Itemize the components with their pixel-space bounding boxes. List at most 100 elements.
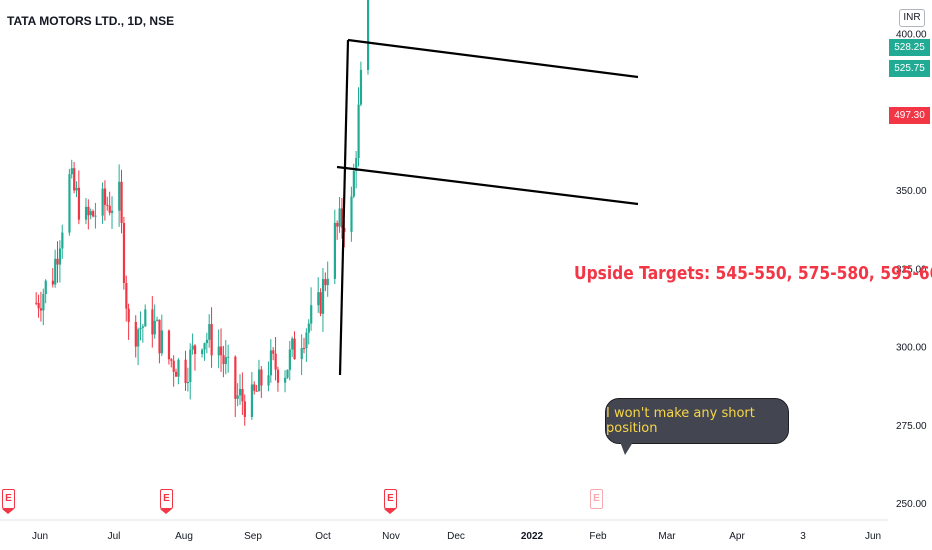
- candle-body: [51, 280, 54, 285]
- candle-body: [39, 308, 43, 311]
- candle-body: [170, 359, 173, 361]
- candle-body: [125, 282, 128, 309]
- candle-body: [139, 327, 142, 330]
- candle-body: [101, 188, 104, 216]
- candle-body: [302, 347, 306, 349]
- candle-body: [352, 170, 355, 197]
- candle-body: [324, 279, 327, 286]
- y-tick-label: 400.00: [896, 30, 927, 41]
- candle-body: [224, 357, 227, 364]
- x-tick-label: Dec: [447, 531, 465, 542]
- candle-body: [201, 349, 204, 355]
- candle-body: [177, 359, 180, 377]
- candle-body: [94, 215, 97, 217]
- candle-body: [189, 349, 192, 382]
- candle-body: [269, 350, 273, 376]
- lower-channel-trendline: [336, 165, 639, 206]
- candle-body: [167, 330, 171, 360]
- price-tag-528: 528.25: [889, 39, 930, 56]
- price-tag-last-price: 497.30: [889, 107, 930, 124]
- candle-body: [70, 168, 73, 175]
- candle-body: [87, 206, 90, 216]
- price-axis-panel: [888, 0, 932, 550]
- bubble-text: I won't make any short position: [606, 406, 755, 436]
- candle-body: [108, 205, 111, 213]
- candle-body: [141, 326, 145, 328]
- speech-bubble: I won't make any short position: [605, 398, 789, 444]
- candle-body: [203, 343, 206, 350]
- candle-body: [92, 211, 95, 217]
- candle-body: [118, 181, 121, 211]
- candle-body: [137, 329, 140, 347]
- upper-channel-trendline: [347, 38, 639, 79]
- x-tick-label: Oct: [315, 531, 331, 542]
- candle-body: [122, 222, 126, 283]
- candle-body: [217, 346, 220, 356]
- candle-body: [75, 187, 78, 191]
- x-tick-label: Jul: [108, 531, 121, 542]
- candle-body: [220, 346, 223, 356]
- x-tick-label: Mar: [658, 531, 676, 542]
- candle-body: [338, 208, 341, 227]
- candle-body: [77, 187, 81, 220]
- candle-body: [267, 375, 270, 386]
- earnings-marker[interactable]: E: [160, 489, 173, 509]
- candle-body: [172, 360, 175, 372]
- candle-body: [106, 204, 109, 206]
- candle-body: [305, 332, 308, 349]
- candle-body: [336, 222, 339, 227]
- candle-body: [222, 355, 225, 364]
- candle-body: [359, 69, 363, 105]
- x-tick-label: Jun: [865, 531, 881, 542]
- y-tick-label: 250.00: [896, 499, 927, 510]
- speech-bubble-tail: [619, 439, 635, 455]
- y-tick-label: 275.00: [896, 421, 927, 432]
- candle-body: [205, 339, 209, 344]
- candle-body: [127, 308, 130, 322]
- candle-body: [89, 211, 92, 216]
- candle-body: [56, 258, 59, 265]
- candle-body: [274, 353, 277, 370]
- candle-body: [293, 338, 296, 360]
- candle-body: [355, 158, 358, 171]
- currency-label[interactable]: INR: [899, 9, 925, 27]
- candle-body: [184, 359, 187, 384]
- candle-body: [300, 347, 303, 360]
- earnings-marker-tip: [384, 509, 396, 514]
- candle-body: [68, 174, 71, 233]
- candle-body: [291, 338, 294, 350]
- candle-body: [227, 356, 230, 358]
- symbol-title: TATA MOTORS LTD., 1D, NSE: [7, 14, 175, 28]
- x-tick-label: Apr: [729, 531, 745, 542]
- candle-body: [54, 258, 57, 285]
- candle-body: [284, 377, 287, 383]
- x-tick-label: Sep: [244, 531, 262, 542]
- candle-body: [243, 401, 246, 417]
- x-tick-label: Jun: [32, 531, 48, 542]
- candle-body: [193, 345, 197, 355]
- candle-body: [250, 384, 254, 417]
- candle-body: [276, 369, 280, 383]
- candle-body: [350, 196, 353, 232]
- earnings-marker[interactable]: E: [384, 489, 397, 509]
- candle-body: [134, 321, 137, 347]
- candle-body: [307, 323, 310, 333]
- candle-body: [111, 210, 114, 213]
- candle-body: [366, 0, 370, 70]
- candle-body: [44, 280, 47, 294]
- candle-body: [210, 324, 213, 356]
- candle-body: [84, 206, 88, 220]
- candle-body: [175, 371, 178, 377]
- candle-body: [357, 104, 360, 159]
- candle-body: [236, 395, 239, 399]
- flagpole-line: [338, 39, 350, 376]
- candle-body: [144, 309, 147, 327]
- candle-body: [186, 381, 190, 384]
- x-tick-label: Aug: [175, 531, 193, 542]
- candle-body: [73, 168, 76, 191]
- candle-body: [288, 349, 291, 370]
- earnings-marker-upcoming[interactable]: E: [590, 489, 603, 509]
- earnings-marker[interactable]: E: [2, 489, 15, 509]
- y-tick-label: 325.00: [896, 264, 927, 275]
